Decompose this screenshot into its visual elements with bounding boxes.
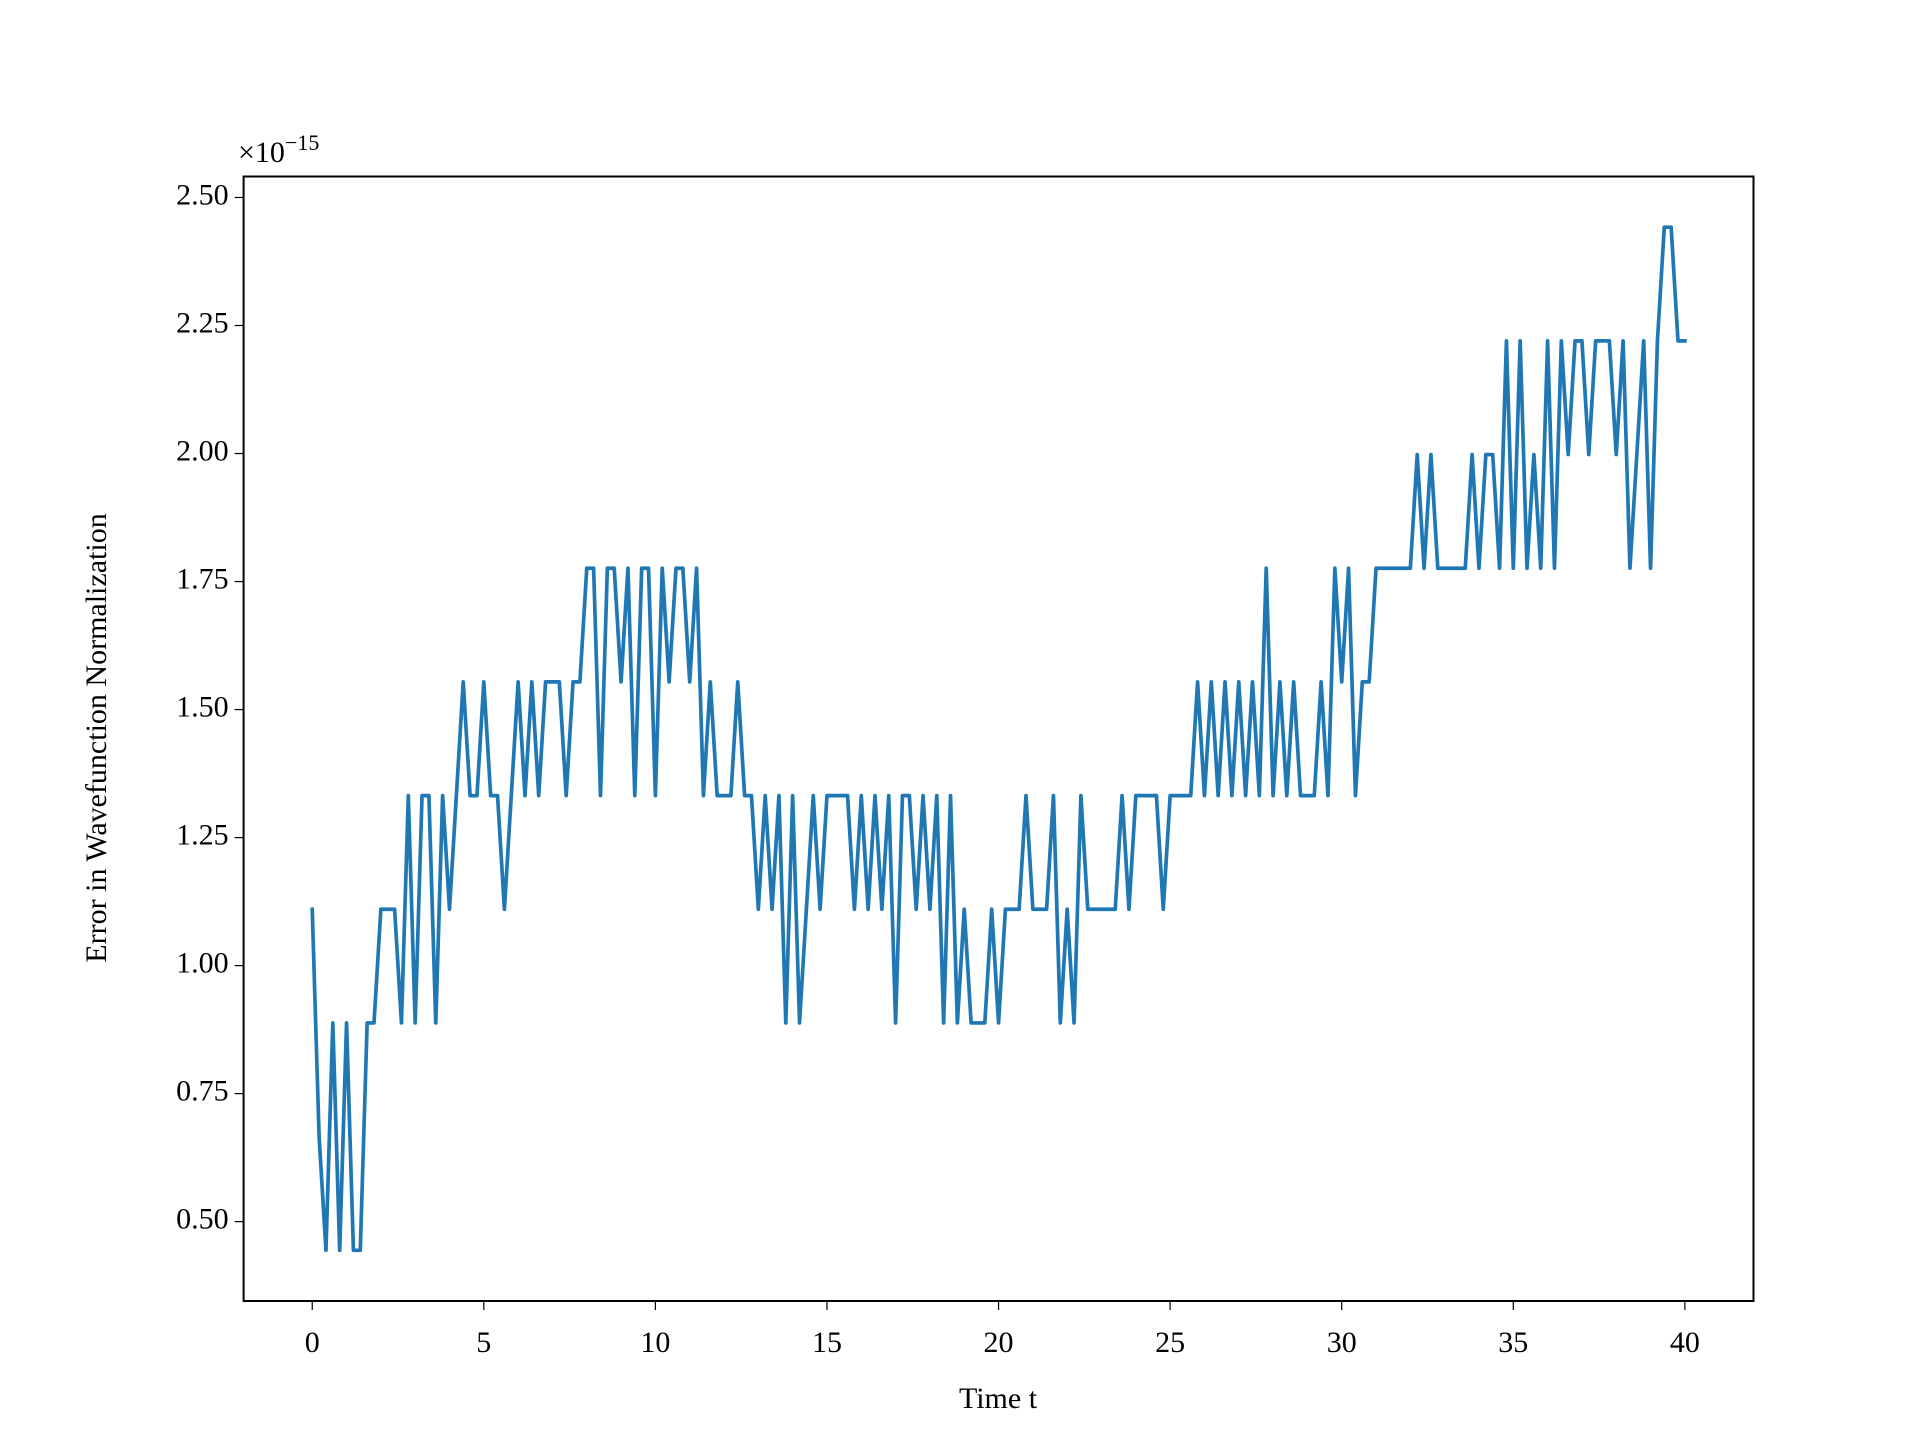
x-tick-label: 35 <box>1498 1326 1528 1359</box>
x-tick-label: 20 <box>984 1326 1014 1359</box>
y-tick-label: 1.50 <box>176 690 229 723</box>
y-tick-label: 2.50 <box>176 178 229 211</box>
x-tick-label: 5 <box>476 1326 491 1359</box>
y-axis-label: Error in Wavefunction Normalization <box>80 513 113 962</box>
x-tick-label: 10 <box>640 1326 670 1359</box>
x-tick-label: 0 <box>305 1326 320 1359</box>
x-tick-label: 25 <box>1155 1326 1185 1359</box>
y-tick-label: 2.00 <box>176 434 229 467</box>
y-tick-label: 1.00 <box>176 946 229 979</box>
x-tick-label: 30 <box>1327 1326 1357 1359</box>
y-tick-label: 0.75 <box>176 1075 229 1108</box>
offset-text: ×10−15 <box>238 130 319 169</box>
line-series <box>310 225 1687 1253</box>
y-tick-label: 1.25 <box>176 818 229 851</box>
x-tick-label: 15 <box>812 1326 842 1359</box>
plot-frame <box>242 175 1755 1302</box>
y-tick-label: 1.75 <box>176 562 229 595</box>
x-tick-label: 40 <box>1670 1326 1700 1359</box>
x-axis-label: Time t <box>959 1382 1038 1415</box>
y-tick-label: 2.25 <box>176 306 229 339</box>
y-tick-label: 0.50 <box>176 1203 229 1236</box>
offset-exponent: −15 <box>285 130 319 155</box>
offset-base: ×10 <box>238 136 285 169</box>
